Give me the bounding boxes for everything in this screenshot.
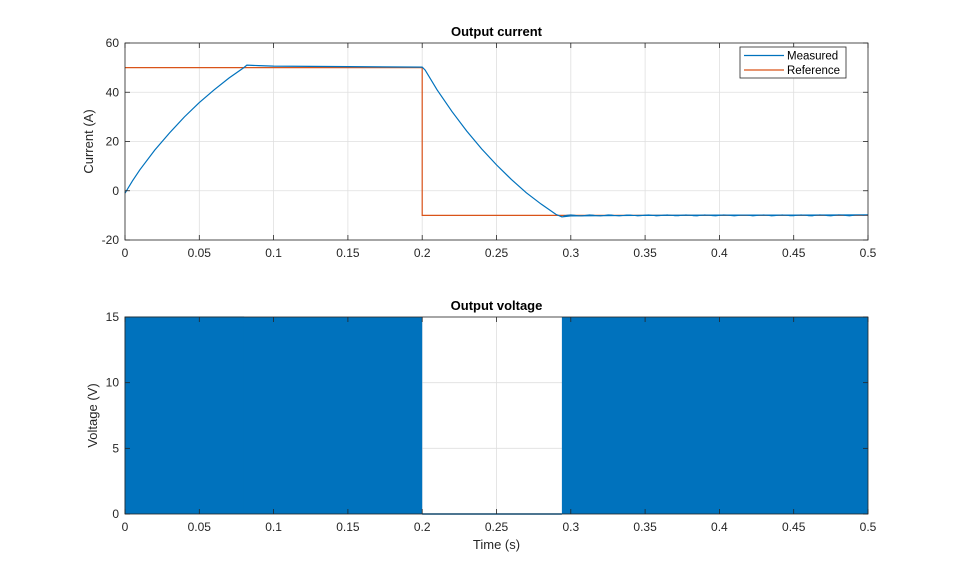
voltage-xtick-label: 0.05 (188, 520, 212, 534)
current-ylabel: Current (A) (81, 109, 96, 173)
current-title: Output current (451, 24, 543, 39)
current-ytick-label: 40 (106, 85, 120, 99)
voltage-xtick-label: 0.15 (336, 520, 360, 534)
current-ytick-label: 20 (106, 135, 120, 149)
current-xtick-label: 0.3 (562, 246, 579, 260)
voltage-xtick-label: 0.45 (782, 520, 806, 534)
voltage-xtick-label: 0.2 (414, 520, 431, 534)
voltage-ytick-label: 5 (112, 441, 119, 455)
voltage-axes: 0 0.05 0.1 0.15 0.2 0.25 0.3 0.35 0.4 0.45 0.5 0 5 10… (85, 298, 877, 552)
current-xtick-label: 0 (122, 246, 129, 260)
current-ticks: 0 0.05 0.1 0.15 0.2 0.25 0.3 0.35 0.4 0.45 0.5-200… (102, 36, 877, 260)
current-xtick-label: 0.5 (860, 246, 877, 260)
voltage-series-group (124, 316, 868, 515)
voltage-xtick-label: 0.25 (485, 520, 509, 534)
voltage-xtick-label: 0 (122, 520, 129, 534)
voltage-ylabel: Voltage (V) (85, 383, 100, 447)
legend-measured-label: Measured (787, 51, 838, 63)
current-xtick-label: 0.45 (782, 246, 806, 260)
current-xtick-label: 0.1 (265, 246, 282, 260)
current-ytick-label: -20 (102, 233, 120, 247)
series-measured-ripple (563, 214, 865, 217)
voltage-ytick-label: 0 (112, 507, 119, 521)
voltage-ytick-label: 15 (106, 310, 120, 324)
current-ytick-label: 0 (112, 184, 119, 198)
legend-box (739, 46, 847, 79)
current-ytick-label: 60 (106, 36, 120, 50)
voltage-xtick-label: 0.35 (633, 520, 657, 534)
voltage-xlabel: Time (s) (473, 537, 520, 552)
voltage-pwm-dense-band (561, 317, 868, 514)
current-legend: Measured Reference (739, 46, 847, 79)
voltage-pwm-dense-band (243, 317, 423, 514)
voltage-ytick-label: 10 (106, 376, 120, 390)
voltage-ticks: 0 0.05 0.1 0.15 0.2 0.25 0.3 0.35 0.4 0.45 0.5 0 5 10… (106, 310, 877, 534)
current-xtick-label: 0.4 (711, 246, 728, 260)
voltage-pwm-sparse-pulses (124, 316, 245, 514)
current-xtick-label: 0.15 (336, 246, 360, 260)
current-xtick-label: 0.35 (633, 246, 657, 260)
current-xtick-label: 0.2 (414, 246, 431, 260)
legend-reference-label: Reference (787, 65, 840, 77)
voltage-xtick-label: 0.4 (711, 520, 728, 534)
voltage-title: Output voltage (451, 298, 543, 313)
current-xtick-label: 0.05 (188, 246, 212, 260)
current-axes: 0 0.05 0.1 0.15 0.2 0.25 0.3 0.35 0.4 0.45 0.5-200… (81, 24, 877, 260)
current-xtick-label: 0.25 (485, 246, 509, 260)
voltage-xtick-label: 0.1 (265, 520, 282, 534)
voltage-xtick-label: 0.3 (562, 520, 579, 534)
voltage-xtick-label: 0.5 (860, 520, 877, 534)
series-measured-line (124, 64, 869, 218)
current-series-group (124, 64, 869, 218)
